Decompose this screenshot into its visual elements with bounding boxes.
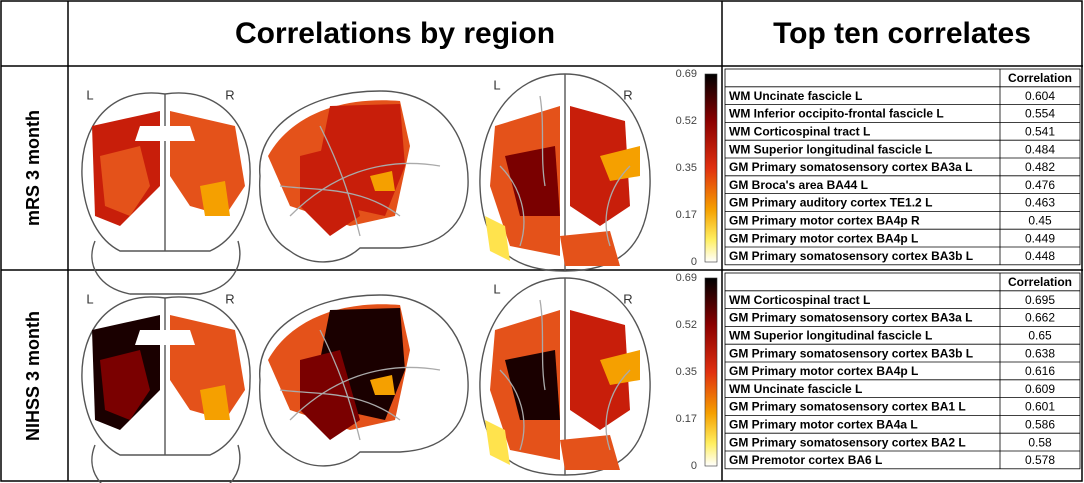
brain-outline — [258, 294, 469, 467]
activation — [570, 310, 630, 430]
table-cell: 0.601 — [1025, 400, 1055, 414]
colorbar-tick-label: 0.35 — [676, 366, 697, 378]
table-cell: 0.45 — [1028, 213, 1052, 227]
orientation-label: R — [225, 291, 234, 306]
activation — [200, 385, 230, 420]
activation — [485, 420, 510, 465]
table-cell: 0.449 — [1025, 231, 1055, 245]
sulcus — [279, 125, 441, 237]
table-cell: 0.638 — [1025, 346, 1055, 360]
orientation-label: R — [623, 291, 632, 306]
table-cell: 0.484 — [1025, 142, 1055, 156]
table-cell: GM Primary somatosensory cortex BA3a L — [729, 311, 972, 325]
table-cell: WM Inferior occipito-frontal fascicle L — [729, 107, 944, 121]
table-cell: 0.541 — [1025, 124, 1055, 138]
table-cell: GM Primary somatosensory cortex BA1 L — [729, 400, 966, 414]
colorbar-tick-label: 0 — [691, 460, 697, 472]
colorbar — [704, 277, 718, 467]
table-header: Correlation — [1008, 71, 1072, 85]
colorbar-tick-label: 0.52 — [676, 319, 697, 331]
brain-outline — [258, 90, 469, 263]
table-cell: WM Uncinate fascicle L — [729, 89, 862, 103]
table-cell: GM Primary motor cortex BA4p R — [729, 213, 920, 227]
sulcus — [279, 329, 441, 441]
orientation-label: R — [225, 87, 234, 102]
colorbar-tick-label: 0.69 — [676, 272, 697, 284]
table-cell: 0.695 — [1025, 293, 1055, 307]
activation — [560, 231, 620, 266]
colorbar — [704, 73, 718, 263]
colorbar-tick-label: 0.17 — [676, 413, 697, 425]
table-cell: GM Primary motor cortex BA4p L — [729, 364, 918, 378]
activation — [135, 330, 195, 345]
activation — [505, 350, 560, 420]
sulcus — [499, 299, 631, 451]
orientation-label: L — [493, 77, 500, 92]
activation — [505, 146, 560, 216]
activation — [485, 216, 510, 261]
table-cell: GM Primary motor cortex BA4a L — [729, 417, 918, 431]
table-cell: 0.58 — [1028, 435, 1052, 449]
header-title: Correlations by region — [235, 17, 555, 50]
brain-views — [81, 73, 651, 295]
table-cell: GM Primary somatosensory cortex BA3a L — [729, 160, 972, 174]
table-border — [724, 68, 1081, 266]
activation — [370, 171, 395, 191]
table-cell: GM Primary somatosensory cortex BA3b L — [729, 249, 973, 263]
table-cell: 0.616 — [1025, 364, 1055, 378]
table-cell: GM Primary auditory cortex TE1.2 L — [729, 196, 932, 210]
brain-outline — [91, 240, 241, 295]
table-cell: 0.662 — [1025, 311, 1055, 325]
table-cell: 0.448 — [1025, 249, 1055, 263]
colorbar-tick-label: 0.35 — [676, 162, 697, 174]
orientation-label: R — [623, 87, 632, 102]
activation — [600, 146, 640, 181]
table-cell: 0.482 — [1025, 160, 1055, 174]
colorbar-tick-label: 0.69 — [676, 68, 697, 80]
brain-outline — [91, 444, 241, 483]
table-cell: GM Premotor cortex BA6 L — [729, 453, 882, 467]
orientation-label: L — [493, 281, 500, 296]
table-cell: 0.604 — [1025, 89, 1055, 103]
table-cell: WM Superior longitudinal fascicle L — [729, 328, 932, 342]
activation — [570, 106, 630, 226]
activation — [135, 126, 195, 141]
table-cell: 0.578 — [1025, 453, 1055, 467]
table-cell: 0.586 — [1025, 417, 1055, 431]
activation — [100, 350, 150, 420]
table-header: Correlation — [1008, 275, 1072, 289]
table-cell: GM Broca's area BA44 L — [729, 178, 868, 192]
activation — [370, 375, 395, 395]
table-cell: WM Corticospinal tract L — [729, 293, 870, 307]
activation — [100, 146, 150, 216]
activation — [600, 350, 640, 385]
table-cell: WM Superior longitudinal fascicle L — [729, 142, 932, 156]
table-cell: GM Primary somatosensory cortex BA2 L — [729, 435, 966, 449]
colorbar-tick-label: 0.52 — [676, 115, 697, 127]
table-cell: 0.554 — [1025, 107, 1055, 121]
row-label: mRS 3 month — [23, 110, 43, 226]
table-cell: WM Uncinate fascicle L — [729, 382, 862, 396]
table-cell: 0.609 — [1025, 382, 1055, 396]
orientation-label: L — [86, 87, 93, 102]
colorbar-tick-label: 0 — [691, 256, 697, 268]
table-cell: 0.65 — [1028, 328, 1052, 342]
colorbar-tick-label: 0.17 — [676, 209, 697, 221]
row-label: NIHSS 3 month — [23, 311, 43, 441]
activation — [560, 435, 620, 470]
orientation-label: L — [86, 291, 93, 306]
table-cell: GM Primary motor cortex BA4p L — [729, 231, 918, 245]
sulcus — [499, 95, 631, 247]
table-cell: 0.463 — [1025, 196, 1055, 210]
brain-views — [81, 277, 651, 483]
activation — [200, 181, 230, 216]
table-border — [724, 272, 1081, 470]
table-cell: WM Corticospinal tract L — [729, 124, 870, 138]
table-cell: GM Primary somatosensory cortex BA3b L — [729, 346, 973, 360]
table-cell: 0.476 — [1025, 178, 1055, 192]
header-title: Top ten correlates — [773, 17, 1031, 50]
